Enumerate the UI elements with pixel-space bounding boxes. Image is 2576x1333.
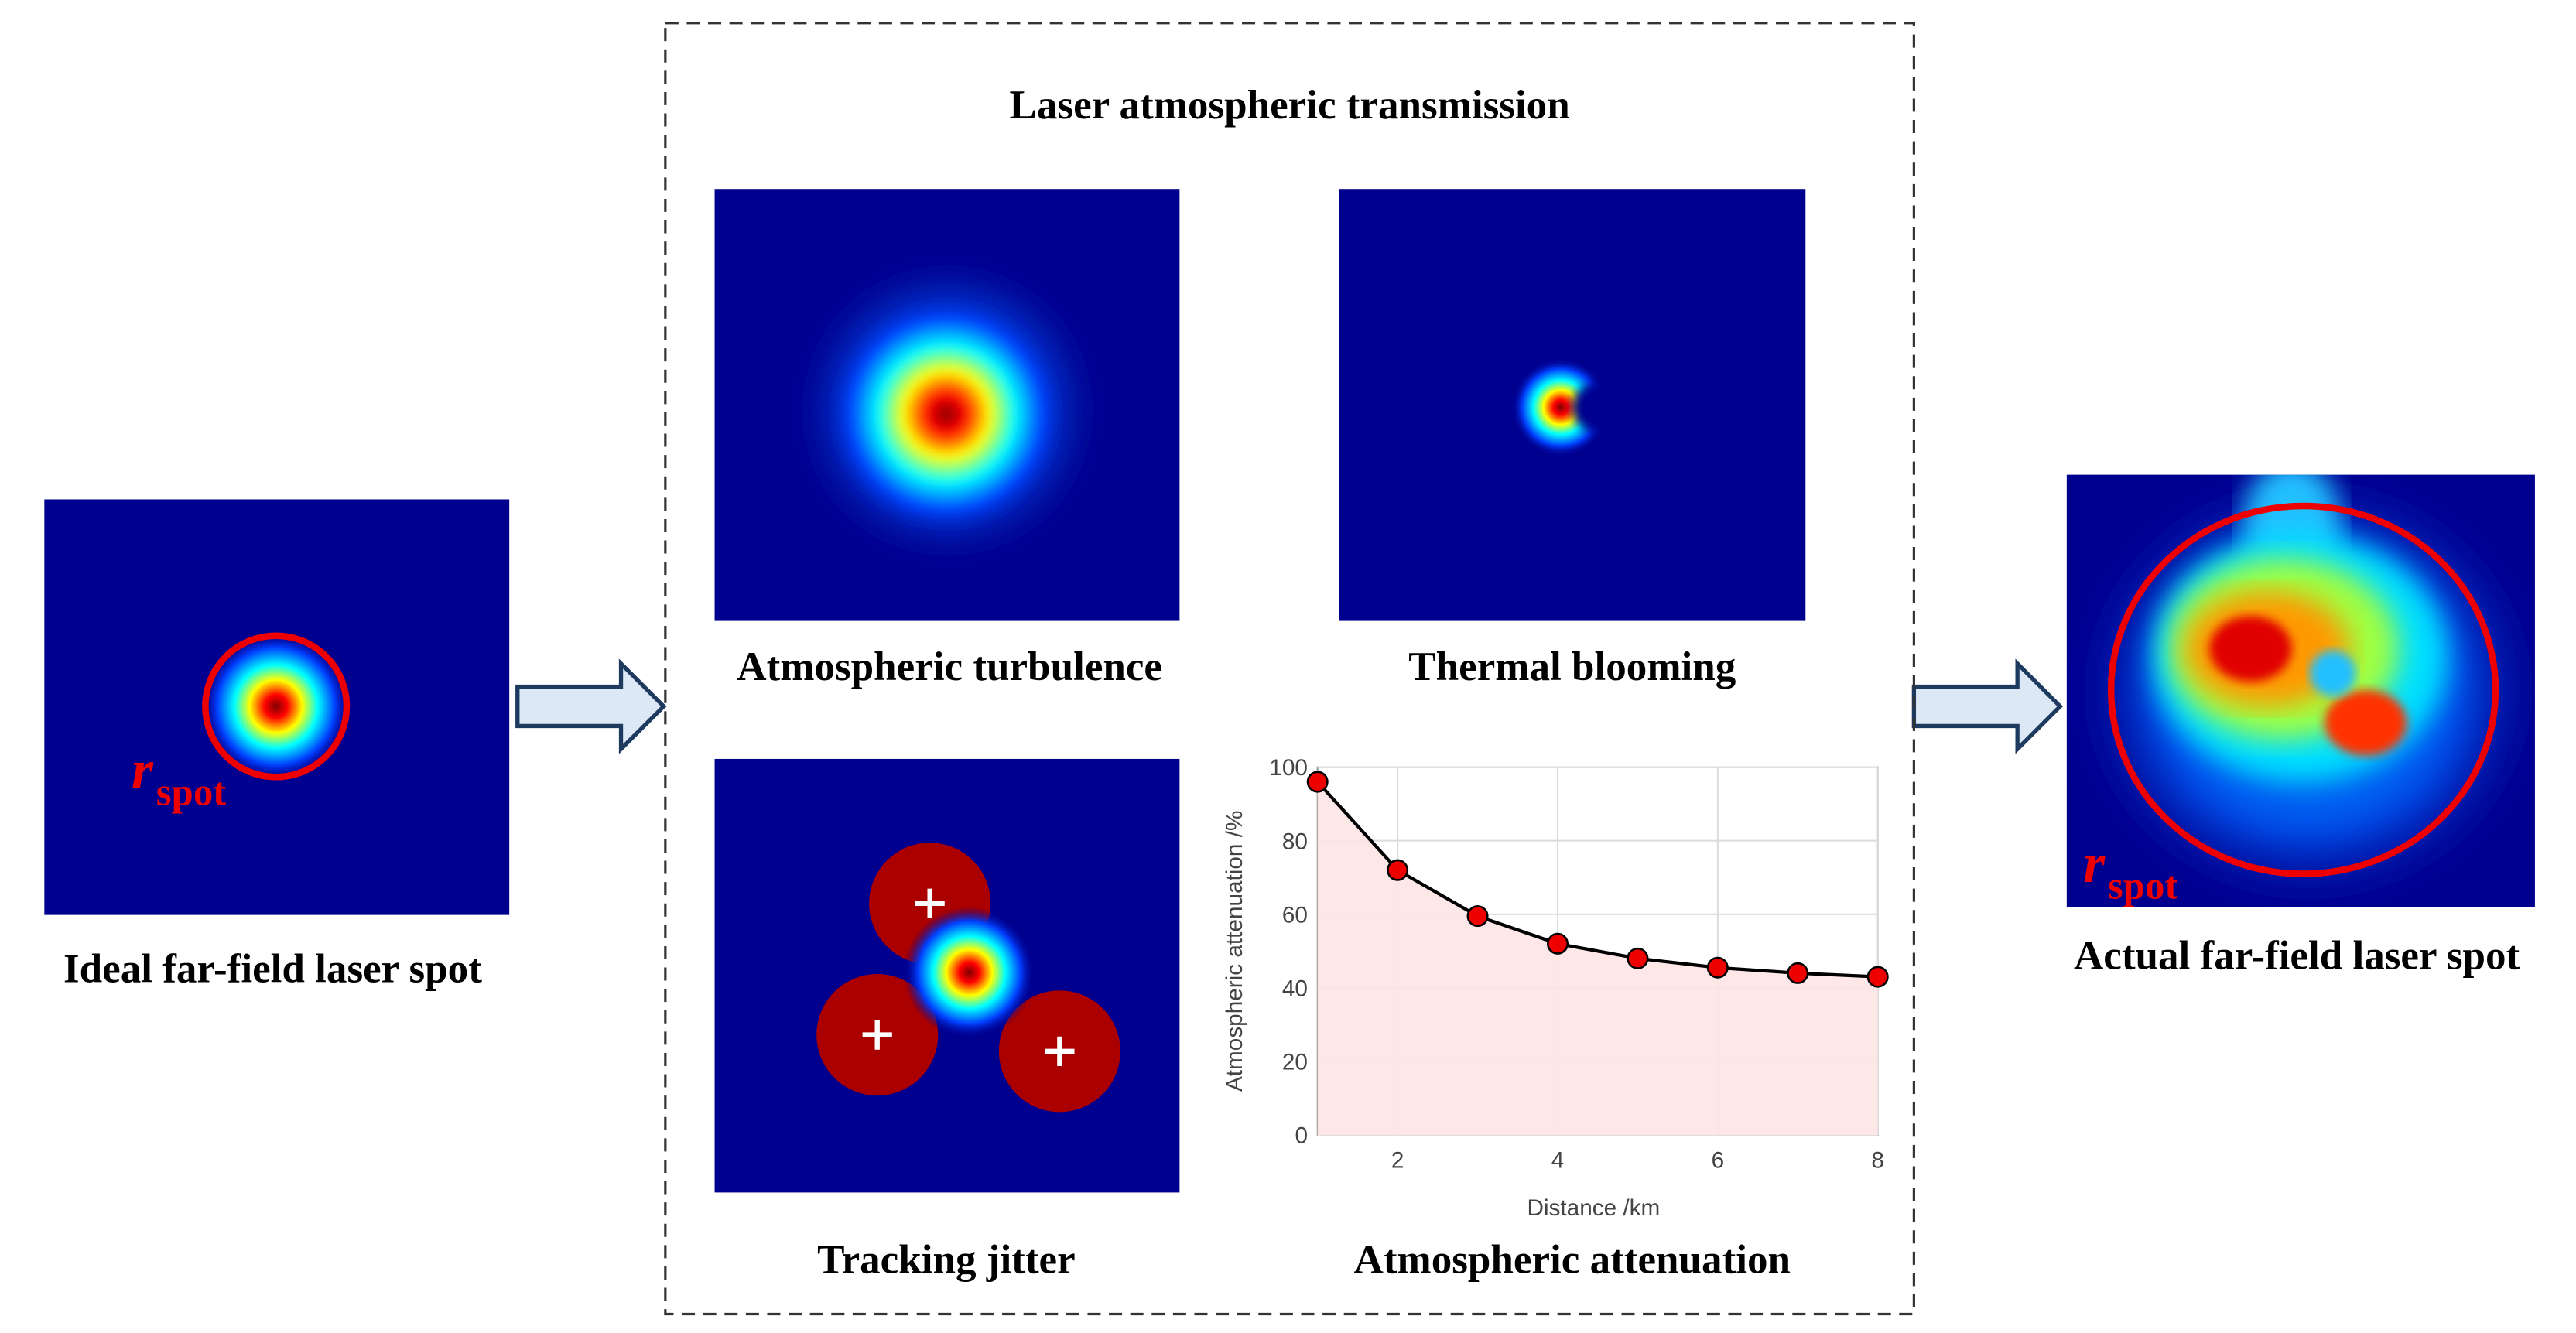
jitter-crosses: [862, 888, 1075, 1066]
marker: [1387, 859, 1409, 881]
output-label: Actual far-field laser spot: [2074, 934, 2520, 979]
x-tick-label: 6: [1712, 1148, 1725, 1174]
panel-label: Atmospheric attenuation: [1354, 1237, 1791, 1282]
y-tick-label: 0: [1295, 1123, 1308, 1149]
ideal-spot: [200, 631, 352, 782]
y-tick-label: 20: [1282, 1050, 1308, 1075]
x-tick-label: 2: [1391, 1148, 1404, 1174]
y-tick-label: 60: [1282, 902, 1308, 928]
r-symbol: r: [2083, 832, 2106, 894]
y-tick-label: 40: [1282, 976, 1308, 1001]
actual-spot: [2066, 474, 2535, 907]
spot-radius-circle: [2107, 502, 2499, 877]
y-axis-label: Atmospheric attenuation /%: [1222, 811, 1247, 1092]
r-subscript: spot: [156, 771, 227, 814]
process-box: [664, 22, 1915, 1316]
y-tick-label: 80: [1282, 829, 1308, 854]
marker: [1866, 966, 1889, 988]
turbulence-spot: [823, 290, 1070, 538]
input-label: Ideal far-field laser spot: [63, 947, 482, 992]
line: [1316, 781, 1878, 979]
panel-label: Tracking jitter: [817, 1237, 1076, 1282]
r-subscript: spot: [2108, 864, 2178, 907]
x-tick-label: 4: [1551, 1148, 1565, 1174]
arrow: [1911, 658, 2064, 754]
blooming-hole: [1572, 381, 1632, 434]
marker: [1466, 905, 1489, 928]
arrow: [515, 658, 667, 754]
y-tick-label: 100: [1269, 755, 1308, 781]
spot-radius-circle: [202, 632, 351, 781]
r-symbol: r: [132, 739, 154, 801]
marker: [1546, 932, 1569, 955]
title: Laser atmospheric transmission: [1010, 83, 1570, 128]
panel-label: Thermal blooming: [1408, 644, 1736, 689]
x-tick-label: 8: [1871, 1148, 1884, 1174]
jitter-spot: [903, 907, 1035, 1038]
marker: [1787, 962, 1809, 984]
panel-label: Atmospheric turbulence: [737, 644, 1162, 689]
marker: [1306, 771, 1329, 793]
marker: [1627, 947, 1649, 969]
marker: [1706, 956, 1729, 979]
area: [1317, 781, 1878, 1136]
blooming-spot: [1511, 357, 1610, 457]
attenuation-chart: 0 20 40 60 80 100 2 4 6 8: [1269, 755, 1889, 1174]
x-axis-label: Distance /km: [1527, 1195, 1661, 1221]
